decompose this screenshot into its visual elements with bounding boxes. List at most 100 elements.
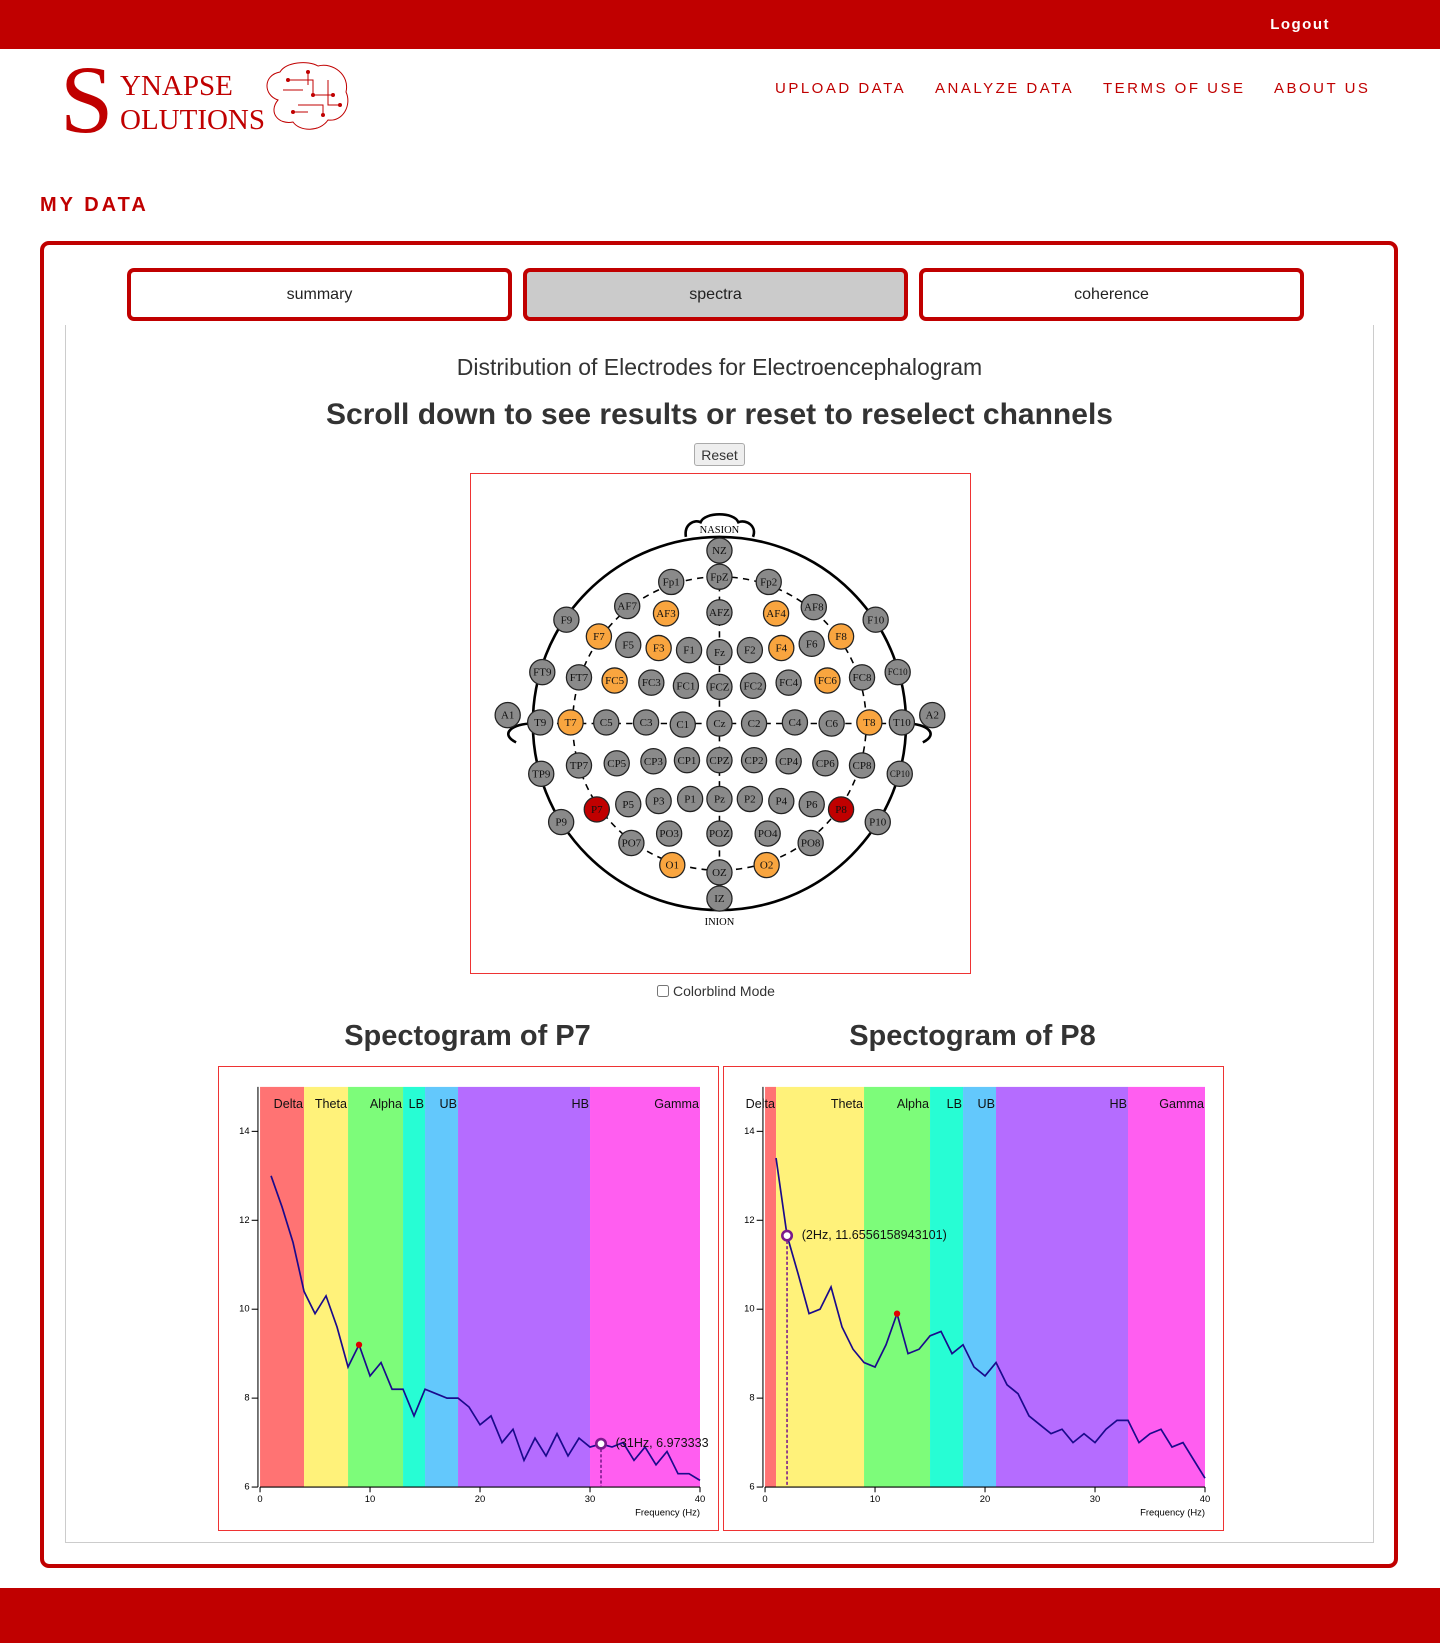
electrode[interactable] [645, 787, 672, 815]
electrode[interactable] [632, 709, 660, 736]
electrode[interactable] [676, 785, 704, 813]
electrode[interactable] [884, 658, 911, 686]
band [864, 1086, 931, 1488]
electrode[interactable] [740, 710, 768, 737]
electrode[interactable] [494, 701, 521, 729]
electrode[interactable] [818, 710, 845, 737]
electrode[interactable] [888, 709, 916, 736]
electrode[interactable] [672, 672, 700, 699]
nav-link[interactable]: TERMS OF USE [1103, 80, 1246, 97]
electrode[interactable] [706, 785, 733, 813]
tab[interactable]: summary [127, 268, 512, 321]
electrode[interactable] [706, 639, 733, 666]
electrode[interactable] [706, 563, 733, 590]
electrode[interactable] [706, 746, 733, 774]
electrode[interactable] [798, 791, 825, 818]
electrode[interactable] [669, 711, 696, 738]
electrode[interactable] [848, 664, 876, 691]
electrode[interactable] [706, 537, 733, 564]
electrode[interactable] [529, 658, 556, 686]
electrode[interactable] [583, 796, 611, 823]
electrode[interactable] [781, 709, 809, 736]
electrode[interactable] [638, 669, 665, 696]
electrode-label: F5 [622, 639, 634, 651]
electrode[interactable] [814, 667, 841, 694]
electrode[interactable] [553, 606, 580, 633]
electrode[interactable] [658, 568, 685, 596]
electrode[interactable] [706, 673, 733, 701]
electrode[interactable] [593, 709, 620, 736]
y-tick-label: 12 [239, 1214, 249, 1225]
electrode[interactable] [754, 820, 781, 847]
electrode[interactable] [768, 787, 795, 815]
electrode[interactable] [862, 606, 889, 633]
electrode[interactable] [601, 667, 628, 694]
electrode[interactable] [864, 808, 891, 836]
electrode-label: P10 [869, 817, 887, 829]
peak-marker [355, 1341, 363, 1348]
electrode[interactable] [755, 568, 782, 596]
tab[interactable]: coherence [919, 268, 1304, 321]
nav-link[interactable]: UPLOAD DATA [775, 80, 907, 97]
electrode[interactable] [565, 664, 593, 691]
page-title: MY DATA [40, 194, 149, 216]
electrode[interactable] [615, 631, 642, 659]
electrode[interactable] [856, 709, 883, 736]
electrode[interactable] [706, 820, 733, 847]
electrode[interactable] [557, 709, 584, 736]
electrode[interactable] [615, 791, 642, 818]
reset-button[interactable]: Reset [694, 443, 745, 466]
electrode[interactable] [848, 752, 876, 779]
electrode[interactable] [886, 760, 913, 788]
electrode[interactable] [797, 829, 824, 857]
electrode[interactable] [827, 623, 855, 650]
electrode[interactable] [706, 710, 733, 737]
electrode[interactable] [798, 630, 825, 658]
electrode[interactable] [675, 636, 703, 664]
electrode-label: P9 [555, 817, 567, 829]
electrode[interactable] [812, 750, 839, 777]
electrode[interactable] [768, 634, 795, 662]
electrode[interactable] [613, 592, 641, 620]
electrode[interactable] [827, 796, 855, 823]
electrode[interactable] [547, 808, 575, 836]
electrode[interactable] [565, 752, 593, 779]
electrode[interactable] [526, 709, 554, 736]
electrode[interactable] [800, 593, 828, 621]
electrode[interactable] [736, 785, 764, 813]
electrode[interactable] [740, 746, 768, 774]
electrode[interactable] [775, 748, 802, 775]
nav-link[interactable]: ABOUT US [1274, 80, 1371, 97]
electrode[interactable] [659, 851, 686, 879]
electrode[interactable] [706, 885, 733, 912]
electrode[interactable] [919, 701, 946, 729]
electrode[interactable] [528, 760, 555, 788]
nav-link[interactable]: ANALYZE DATA [935, 80, 1075, 97]
x-tick-label: 0 [257, 1493, 262, 1504]
electrode[interactable] [640, 748, 667, 775]
logout[interactable]: Logout [1270, 16, 1330, 33]
electrode-label: FC4 [779, 677, 798, 689]
checkbox[interactable] [657, 985, 669, 997]
electrode[interactable] [655, 820, 683, 847]
tab[interactable]: spectra [523, 268, 908, 321]
electrode[interactable] [618, 829, 645, 857]
electrode-label: AF3 [656, 608, 676, 620]
x-tick-label: 30 [585, 1493, 595, 1504]
electrode[interactable] [673, 746, 701, 774]
electrode[interactable] [706, 599, 733, 626]
electrode[interactable] [739, 672, 767, 699]
electrode[interactable] [775, 669, 802, 696]
electrode[interactable] [762, 600, 790, 627]
electrode[interactable] [753, 851, 780, 879]
band [963, 1086, 997, 1488]
electrode-label: C6 [825, 718, 838, 730]
electrode[interactable] [645, 634, 672, 662]
electrode[interactable] [736, 636, 764, 664]
electrode[interactable] [585, 623, 613, 650]
electrode[interactable] [652, 600, 680, 627]
electrode[interactable] [706, 859, 733, 886]
band-label: LB [409, 1097, 424, 1111]
cursor-marker [781, 1229, 794, 1242]
electrode[interactable] [603, 750, 630, 777]
